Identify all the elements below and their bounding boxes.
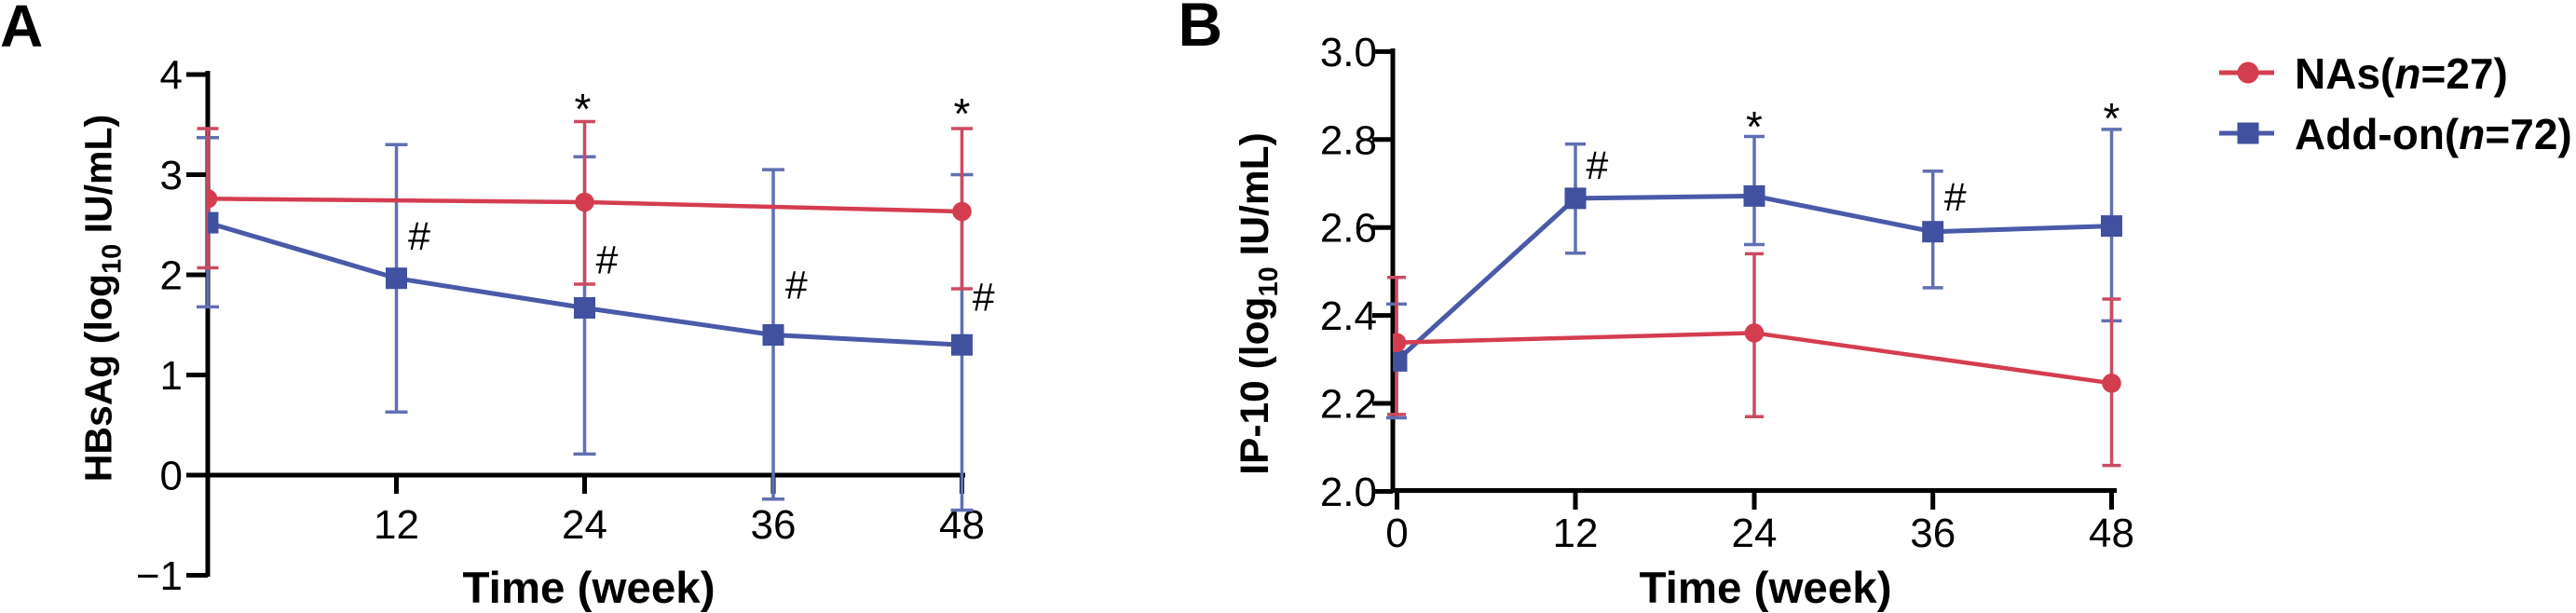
svg-text:4: 4 — [160, 53, 183, 99]
svg-text:12: 12 — [374, 502, 419, 548]
svg-text:*: * — [1746, 102, 1763, 151]
svg-text:0: 0 — [160, 454, 183, 499]
svg-text:2.6: 2.6 — [1320, 206, 1377, 252]
svg-text:HBsAg (log10 IU/mL): HBsAg (log10 IU/mL) — [77, 115, 128, 482]
svg-text:*: * — [575, 85, 592, 133]
svg-text:0: 0 — [1385, 511, 1408, 556]
svg-text:36: 36 — [1910, 511, 1956, 556]
svg-text:IP-10 (log10 IU/mL): IP-10 (log10 IU/mL) — [1233, 132, 1284, 475]
svg-text:#: # — [1586, 143, 1608, 188]
svg-text:2.2: 2.2 — [1320, 382, 1377, 428]
svg-text:*: * — [2104, 94, 2120, 143]
svg-text:#: # — [785, 264, 808, 308]
svg-text:2.8: 2.8 — [1320, 117, 1377, 163]
svg-text:−1: −1 — [136, 553, 183, 599]
svg-text:2.0: 2.0 — [1320, 470, 1377, 515]
svg-text:3: 3 — [160, 153, 183, 198]
svg-text:24: 24 — [1732, 511, 1778, 556]
svg-text:48: 48 — [2089, 511, 2134, 556]
svg-text:#: # — [973, 276, 995, 320]
svg-text:2.4: 2.4 — [1320, 293, 1377, 339]
svg-text:#: # — [596, 238, 619, 283]
svg-text:#: # — [408, 214, 430, 259]
svg-text:#: # — [1944, 175, 1967, 220]
svg-text:12: 12 — [1553, 511, 1599, 556]
svg-text:Add-on(n=72): Add-on(n=72) — [2295, 110, 2572, 158]
svg-text:Time (week): Time (week) — [462, 564, 715, 613]
svg-text:NAs(n=27): NAs(n=27) — [2295, 49, 2508, 98]
svg-text:1: 1 — [160, 353, 183, 399]
svg-text:A: A — [0, 0, 43, 60]
svg-text:36: 36 — [751, 502, 797, 548]
svg-text:*: * — [954, 89, 971, 138]
svg-text:Time (week): Time (week) — [1639, 564, 1891, 613]
svg-text:3.0: 3.0 — [1320, 30, 1377, 75]
svg-text:24: 24 — [562, 502, 607, 548]
svg-text:B: B — [1179, 0, 1223, 59]
svg-text:2: 2 — [160, 253, 183, 299]
